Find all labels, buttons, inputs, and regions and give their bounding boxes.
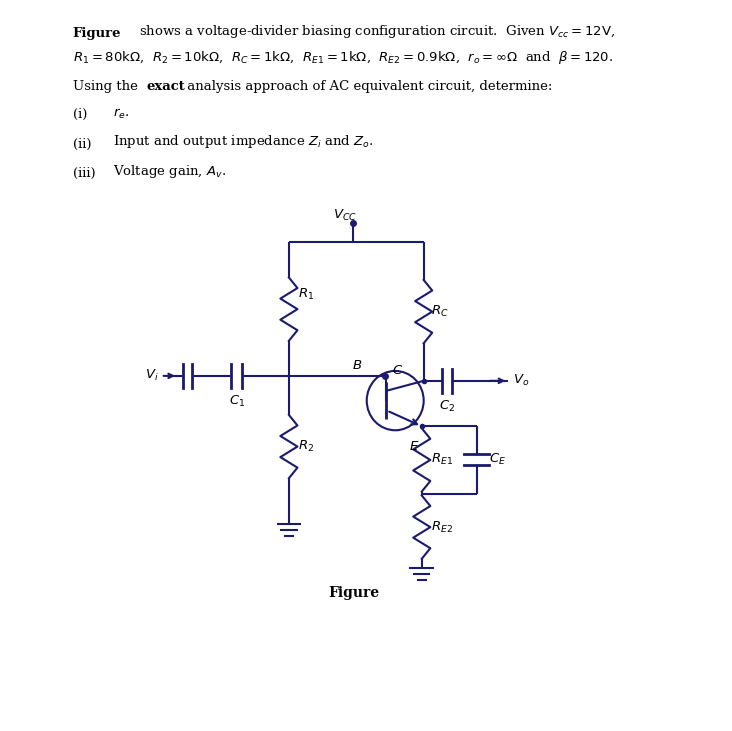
Text: $R_{E2}$: $R_{E2}$ <box>431 520 453 534</box>
Text: $C_1$: $C_1$ <box>228 394 244 409</box>
Text: $R_1=80\mathrm{k\Omega}$,  $R_2=10\mathrm{k\Omega}$,  $R_C=1\mathrm{k\Omega}$,  : $R_1=80\mathrm{k\Omega}$, $R_2=10\mathrm… <box>72 50 613 67</box>
Text: Using the: Using the <box>72 80 141 93</box>
Text: (ii): (ii) <box>72 137 91 151</box>
Text: (i): (i) <box>72 107 87 121</box>
Text: $E$: $E$ <box>409 440 419 453</box>
Text: $V_i$: $V_i$ <box>145 368 159 384</box>
Text: $R_{E1}$: $R_{E1}$ <box>431 452 453 467</box>
Text: Input and output impedance $Z_i$ and $Z_o$.: Input and output impedance $Z_i$ and $Z_… <box>113 134 374 151</box>
Text: Voltage gain, $A_v$.: Voltage gain, $A_v$. <box>113 163 226 180</box>
Text: $V_{CC}$: $V_{CC}$ <box>332 208 356 223</box>
Text: Figure: Figure <box>328 586 379 600</box>
Text: $R_2$: $R_2$ <box>299 439 315 454</box>
Text: shows a voltage-divider biasing configuration circuit.  Given $V_{cc}=12\mathrm{: shows a voltage-divider biasing configur… <box>139 23 615 39</box>
Text: $B$: $B$ <box>351 359 362 372</box>
Text: $C_E$: $C_E$ <box>489 452 507 467</box>
Text: $V_o$: $V_o$ <box>513 374 529 388</box>
Text: $R_C$: $R_C$ <box>431 304 449 319</box>
Text: $r_e$.: $r_e$. <box>113 107 130 121</box>
Text: exact: exact <box>146 80 185 93</box>
Text: (iii): (iii) <box>72 167 95 180</box>
Text: analysis approach of AC equivalent circuit, determine:: analysis approach of AC equivalent circu… <box>182 80 552 93</box>
Text: $C_2$: $C_2$ <box>439 398 455 414</box>
Text: $C$: $C$ <box>392 364 403 377</box>
Text: $R_1$: $R_1$ <box>299 287 315 302</box>
Text: Figure: Figure <box>72 27 121 39</box>
